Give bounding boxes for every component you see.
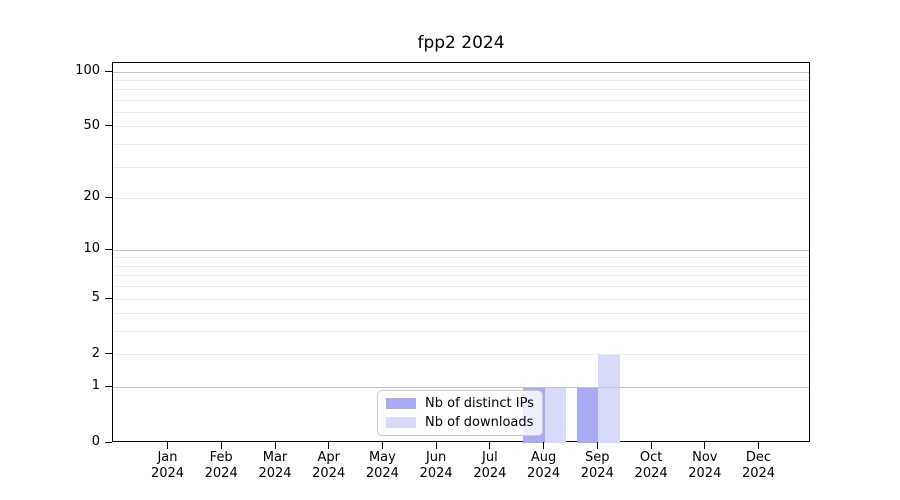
legend-swatch-downloads <box>386 416 416 428</box>
grid-line-minor <box>113 257 809 259</box>
grid-line-minor <box>113 144 809 145</box>
y-axis-tick-label: 5 <box>91 290 100 305</box>
grid-line-minor <box>113 313 809 315</box>
legend-item-distinct-ips: Nb of distinct IPs <box>386 396 534 411</box>
x-axis-tick-label-jan: Jan 2024 <box>138 450 198 482</box>
x-axis-tick <box>650 442 652 449</box>
x-tick-month: Jul <box>482 450 498 465</box>
x-tick-year: 2024 <box>150 466 185 481</box>
legend-label-downloads: Nb of downloads <box>425 414 534 430</box>
legend-label-distinct-ips: Nb of distinct IPs <box>425 396 534 412</box>
x-axis-tick <box>167 442 168 449</box>
grid-line-minor <box>113 354 809 356</box>
x-tick-month: May <box>368 450 396 465</box>
bar-nb-of-distinct-ips-sep <box>576 387 599 443</box>
x-tick-month: Nov <box>692 450 718 465</box>
y-axis-tick <box>105 385 112 387</box>
y-axis-tick-label: 100 <box>75 63 100 78</box>
y-axis-tick-label: 0 <box>91 434 100 449</box>
x-axis-tick <box>758 442 759 449</box>
x-axis-tick-label-apr: Apr 2024 <box>299 450 359 482</box>
grid-line-minor <box>113 126 809 128</box>
legend-swatch-distinct-ips <box>386 398 416 410</box>
x-axis-tick <box>381 442 383 449</box>
grid-line-minor <box>113 79 809 81</box>
x-axis-tick <box>328 442 330 449</box>
x-axis-tick <box>596 442 598 449</box>
y-axis-tick <box>105 196 112 198</box>
x-axis-tick-label-nov: Nov 2024 <box>675 450 735 482</box>
y-axis-tick <box>105 70 112 72</box>
x-axis-tick-label-jul: Jul 2024 <box>460 450 520 482</box>
x-tick-month: Mar <box>262 450 288 465</box>
y-axis-tick-label: 50 <box>83 117 100 133</box>
x-tick-month: Jan <box>157 450 178 465</box>
x-tick-year: 2024 <box>580 466 614 481</box>
x-tick-year: 2024 <box>419 466 453 481</box>
grid-line-major <box>113 386 809 388</box>
x-axis-tick-label-oct: Oct 2024 <box>621 450 681 482</box>
x-axis-tick-label-sep: Sep 2024 <box>567 450 627 482</box>
x-axis-tick-label-feb: Feb 2024 <box>191 450 251 482</box>
legend: Nb of distinct IPs Nb of downloads <box>377 390 543 436</box>
x-axis-tick <box>435 442 437 449</box>
x-tick-month: Dec <box>745 450 772 465</box>
bar-nb-of-downloads-aug <box>544 387 567 443</box>
y-axis-tick <box>105 353 112 355</box>
legend-item-downloads: Nb of downloads <box>386 415 534 430</box>
y-axis-tick-label: 2 <box>91 345 100 361</box>
x-tick-year: 2024 <box>312 466 346 481</box>
y-axis-tick <box>105 297 112 299</box>
grid-line-minor <box>113 265 809 267</box>
plot-area <box>112 62 810 443</box>
grid-line-minor <box>113 286 809 288</box>
chart-title: fpp2 2024 <box>417 33 505 53</box>
x-tick-month: Sep <box>585 450 610 465</box>
grid-line-minor <box>113 275 809 277</box>
grid-line-minor <box>113 99 809 101</box>
grid-line-minor <box>113 89 809 91</box>
x-tick-year: 2024 <box>365 466 399 481</box>
grid-line-minor <box>113 331 809 333</box>
x-axis-tick <box>220 442 222 449</box>
x-tick-year: 2024 <box>527 466 561 481</box>
x-axis-tick <box>543 442 545 449</box>
y-axis-tick-label: 10 <box>83 241 100 257</box>
x-tick-year: 2024 <box>258 466 292 481</box>
y-axis-tick-label: 1 <box>91 378 100 394</box>
x-tick-year: 2024 <box>688 466 722 481</box>
x-axis-tick-label-may: May 2024 <box>352 450 412 482</box>
grid-line-minor <box>113 166 809 168</box>
grid-line-minor <box>113 298 809 300</box>
x-tick-month: Feb <box>209 450 233 465</box>
x-tick-year: 2024 <box>473 466 507 481</box>
x-tick-month: Jun <box>425 450 447 465</box>
x-axis-tick <box>274 442 276 449</box>
x-tick-month: Apr <box>317 450 340 465</box>
bar-nb-of-downloads-sep <box>598 354 620 443</box>
y-axis-tick-label: 20 <box>83 189 100 205</box>
x-axis-tick-label-mar: Mar 2024 <box>245 450 305 482</box>
x-tick-year: 2024 <box>634 466 668 481</box>
y-axis-tick <box>105 125 112 127</box>
y-axis-tick <box>105 248 112 250</box>
y-axis-tick <box>105 441 112 443</box>
grid-line-major <box>113 71 809 73</box>
x-tick-month: Aug <box>530 450 557 465</box>
x-tick-year: 2024 <box>741 466 776 481</box>
x-axis-tick-label-jun: Jun 2024 <box>406 450 466 482</box>
x-axis-tick <box>489 442 491 449</box>
x-tick-month: Oct <box>639 450 663 465</box>
x-axis-tick-label-aug: Aug 2024 <box>514 450 574 482</box>
x-tick-year: 2024 <box>204 466 238 481</box>
grid-line-minor <box>113 112 809 114</box>
x-axis-tick <box>704 442 706 449</box>
x-axis-tick-label-dec: Dec 2024 <box>729 450 789 482</box>
grid-line-major <box>113 249 809 251</box>
grid-line-minor <box>113 197 809 199</box>
